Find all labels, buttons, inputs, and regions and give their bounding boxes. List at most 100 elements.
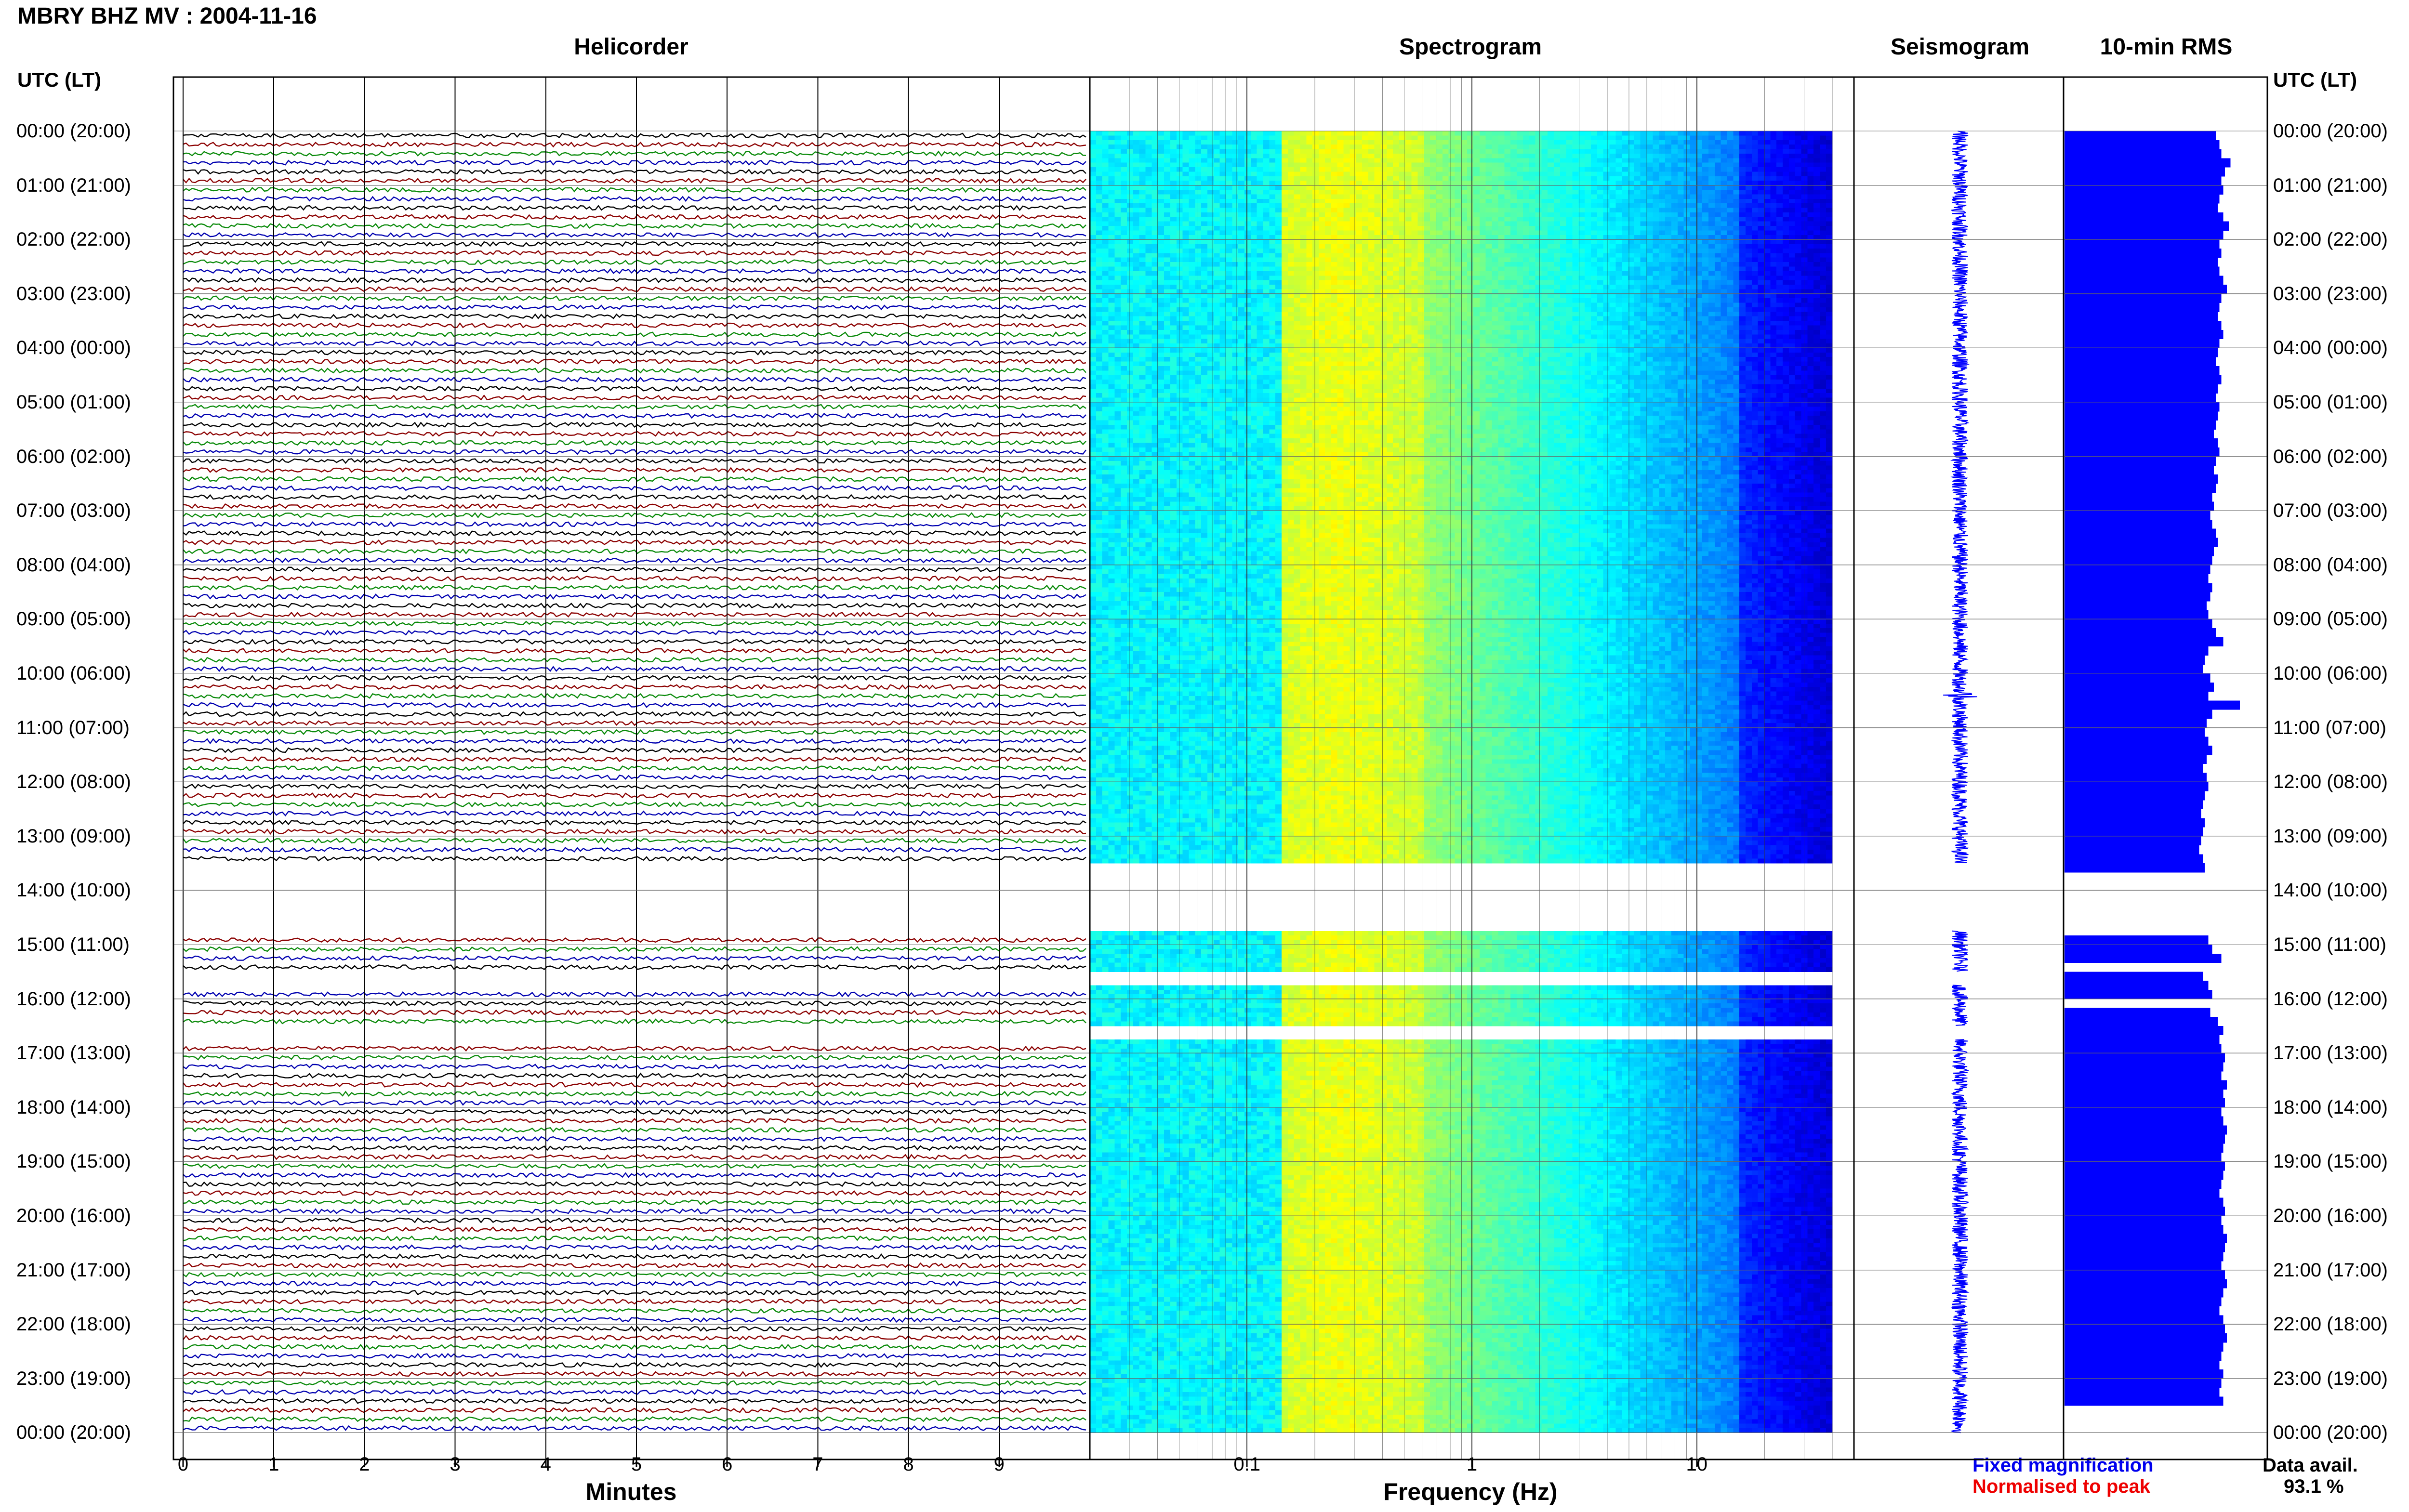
spectrogram-cell <box>1715 298 1721 303</box>
spectrogram-cell <box>1121 208 1127 213</box>
spectrogram-cell <box>1294 249 1300 253</box>
spectrogram-cell <box>1826 145 1832 149</box>
spectrogram-cell <box>1443 171 1449 176</box>
spectrogram-cell <box>1319 167 1325 172</box>
spectrogram-cell <box>1517 239 1523 244</box>
spectrogram-cell <box>1294 262 1300 267</box>
spectrogram-cell <box>1702 249 1708 253</box>
spectrogram-cell <box>1139 294 1146 299</box>
spectrogram-cell <box>1269 208 1275 213</box>
spectrogram-cell <box>1739 271 1746 276</box>
spectrogram-cell <box>1170 154 1177 158</box>
spectrogram-cell <box>1418 267 1424 272</box>
spectrogram-cell <box>1424 258 1430 263</box>
spectrogram-cell <box>1801 303 1808 308</box>
spectrogram-cell <box>1795 230 1801 235</box>
spectrogram-cell <box>1610 185 1616 190</box>
spectrogram-cell <box>1127 217 1133 222</box>
spectrogram-cell <box>1461 253 1467 258</box>
spectrogram-cell <box>1647 185 1653 190</box>
spectrogram-cell <box>1214 285 1220 289</box>
spectrogram-cell <box>1109 307 1115 312</box>
spectrogram-cell <box>1139 249 1146 253</box>
spectrogram-cell <box>1269 244 1275 249</box>
spectrogram-cell <box>1177 294 1183 299</box>
spectrogram-cell <box>1529 181 1535 185</box>
spectrogram-cell <box>1498 280 1504 285</box>
spectrogram-cell <box>1647 181 1653 185</box>
spectrogram-cell <box>1678 135 1684 140</box>
spectrogram-cell <box>1362 258 1368 263</box>
spectrogram-cell <box>1294 145 1300 149</box>
spectrogram-cell <box>1375 244 1381 249</box>
spectrogram-cell <box>1412 199 1418 204</box>
spectrogram-cell <box>1195 171 1201 176</box>
spectrogram-cell <box>1517 262 1523 267</box>
spectrogram-cell <box>1090 280 1096 285</box>
spectrogram-cell <box>1535 163 1542 168</box>
spectrogram-cell <box>1121 276 1127 280</box>
spectrogram-cell <box>1139 208 1146 213</box>
spectrogram-cell <box>1486 167 1492 172</box>
spectrogram-cell <box>1412 131 1418 136</box>
spectrogram-cell <box>1139 199 1146 204</box>
spectrogram-cell <box>1133 276 1139 280</box>
spectrogram-cell <box>1529 289 1535 294</box>
spectrogram-cell <box>1257 145 1263 149</box>
spectrogram-cell <box>1449 154 1455 158</box>
spectrogram-cell <box>1294 135 1300 140</box>
spectrogram-cell <box>1566 285 1573 289</box>
spectrogram-cell <box>1517 145 1523 149</box>
spectrogram-cell <box>1114 249 1121 253</box>
spectrogram-cell <box>1114 154 1121 158</box>
spectrogram-cell <box>1288 285 1294 289</box>
spectrogram-cell <box>1405 312 1412 316</box>
spectrogram-cell <box>1684 249 1690 253</box>
spectrogram-cell <box>1615 199 1622 204</box>
spectrogram-cell <box>1269 285 1275 289</box>
spectrogram-cell <box>1455 131 1461 136</box>
spectrogram-cell <box>1622 222 1628 226</box>
spectrogram-cell <box>1275 249 1282 253</box>
spectrogram-cell <box>1146 312 1152 316</box>
spectrogram-cell <box>1214 298 1220 303</box>
spectrogram-cell <box>1813 226 1820 231</box>
spectrogram-cell <box>1610 276 1616 280</box>
spectrogram-cell <box>1702 289 1708 294</box>
spectrogram-cell <box>1647 154 1653 158</box>
spectrogram-cell <box>1127 276 1133 280</box>
spectrogram-cell <box>1282 307 1288 312</box>
spectrogram-cell <box>1813 253 1820 258</box>
spectrogram-cell <box>1170 294 1177 299</box>
spectrogram-cell <box>1826 312 1832 316</box>
spectrogram-cell <box>1399 271 1405 276</box>
spectrogram-cell <box>1424 226 1430 231</box>
spectrogram-cell <box>1820 217 1826 222</box>
spectrogram-cell <box>1560 276 1566 280</box>
spectrogram-cell <box>1152 181 1158 185</box>
spectrogram-cell <box>1480 294 1486 299</box>
spectrogram-cell <box>1746 226 1752 231</box>
spectrogram-cell <box>1195 217 1201 222</box>
spectrogram-cell <box>1288 167 1294 172</box>
spectrogram-cell <box>1418 298 1424 303</box>
spectrogram-cell <box>1127 203 1133 208</box>
spectrogram-cell <box>1746 239 1752 244</box>
spectrogram-cell <box>1548 140 1554 145</box>
spectrogram-cell <box>1244 262 1251 267</box>
spectrogram-cell <box>1708 253 1715 258</box>
spectrogram-cell <box>1739 190 1746 195</box>
spectrogram-cell <box>1201 294 1207 299</box>
spectrogram-cell <box>1684 280 1690 285</box>
spectrogram-cell <box>1510 135 1517 140</box>
spectrogram-cell <box>1523 253 1529 258</box>
spectrogram-cell <box>1529 222 1535 226</box>
spectrogram-cell <box>1146 145 1152 149</box>
spectrogram-cell <box>1610 217 1616 222</box>
spectrogram-cell <box>1678 208 1684 213</box>
spectrogram-cell <box>1312 212 1319 217</box>
spectrogram-cell <box>1418 163 1424 168</box>
spectrogram-cell <box>1325 145 1331 149</box>
spectrogram-cell <box>1461 267 1467 272</box>
spectrogram-cell <box>1690 298 1696 303</box>
